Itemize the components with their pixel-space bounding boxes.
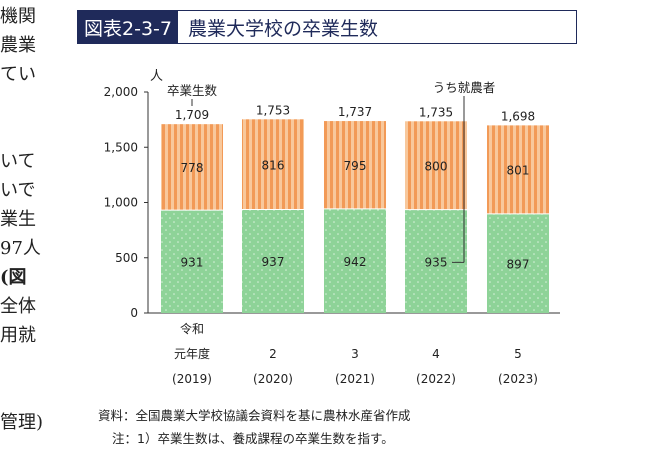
- left-text-line: 全体: [0, 296, 36, 317]
- left-text-line: 管理): [0, 412, 44, 433]
- left-text-line: いて: [0, 151, 36, 172]
- y-tick-label: 1,500: [104, 140, 138, 154]
- data-label-total: 1,735: [419, 105, 453, 119]
- y-tick-label: 500: [115, 251, 138, 265]
- data-label-farmers: 942: [344, 255, 367, 269]
- left-text-line: 農業: [0, 35, 36, 56]
- left-text-line: 用就: [0, 325, 36, 346]
- left-text-line: 業生: [0, 209, 36, 230]
- bar-farmers: [161, 210, 223, 313]
- x-tick-label-year: (2021): [335, 372, 375, 386]
- bar-farmers: [324, 208, 386, 313]
- left-text-line: いで: [0, 180, 36, 201]
- x-tick-label-era: 令和: [180, 321, 204, 336]
- left-body-text: 機関 農業 てい いて いで 業生 97人 (図 全体 用就 管理): [0, 0, 58, 457]
- x-tick-label-year: (2020): [253, 372, 293, 386]
- farmers-callout: うち就農者: [433, 80, 496, 95]
- data-label-other: 778: [181, 161, 204, 175]
- data-label-other: 795: [344, 159, 367, 173]
- data-label-farmers: 931: [181, 256, 204, 270]
- y-tick-label: 0: [130, 306, 138, 320]
- left-text-line: てい: [0, 64, 36, 85]
- data-label-total: 1,753: [256, 103, 290, 117]
- x-tick-label: 2: [269, 347, 277, 361]
- bar-other-graduates: [242, 119, 304, 210]
- data-label-total: 1,698: [501, 109, 535, 123]
- x-tick-label: 5: [514, 347, 522, 361]
- y-unit-label: 人: [150, 69, 163, 84]
- y-tick-label: 1,000: [104, 196, 138, 210]
- data-label-other: 816: [262, 158, 285, 172]
- x-tick-label-year: (2019): [172, 372, 212, 386]
- figure-number: 図表2-3-7: [78, 11, 178, 43]
- total-graduates-callout: 卒業生数: [167, 83, 218, 98]
- x-tick-label: 4: [432, 347, 440, 361]
- x-tick-label: 3: [351, 347, 359, 361]
- y-tick-label: 2,000: [104, 85, 138, 99]
- bar-other-graduates: [487, 125, 549, 214]
- data-label-farmers: 897: [507, 257, 530, 271]
- bar-farmers: [242, 209, 304, 313]
- figure-title: 農業大学校の卒業生数: [187, 17, 378, 40]
- x-tick-label-year: (2022): [416, 372, 456, 386]
- left-text-line: 97人: [0, 238, 41, 259]
- x-tick-label: 元年度: [174, 346, 210, 361]
- left-text-line: 機関: [0, 6, 36, 27]
- footnote: 注：1）卒業生数は、養成課程の卒業生数を指す。: [112, 431, 394, 446]
- bar-farmers: [405, 209, 467, 313]
- data-label-other: 800: [425, 159, 448, 173]
- bar-farmers: [487, 213, 549, 313]
- x-tick-label-year: (2023): [498, 372, 538, 386]
- chart-notes: 資料：全国農業大学校協議会資料を基に農林水産省作成 注：1）卒業生数は、養成課程…: [98, 404, 411, 450]
- source-note: 資料：全国農業大学校協議会資料を基に農林水産省作成: [98, 408, 411, 423]
- data-label-total: 1,737: [338, 105, 372, 119]
- bar-other-graduates: [324, 121, 386, 209]
- data-label-farmers: 935: [425, 255, 448, 269]
- data-label-farmers: 937: [262, 255, 285, 269]
- data-label-other: 801: [507, 164, 530, 178]
- figure-header: 図表2-3-7 農業大学校の卒業生数: [77, 10, 577, 44]
- bar-other-graduates: [405, 121, 467, 210]
- bar-other-graduates: [161, 124, 223, 211]
- data-label-total: 1,709: [175, 108, 209, 122]
- left-text-line: (図: [0, 267, 27, 288]
